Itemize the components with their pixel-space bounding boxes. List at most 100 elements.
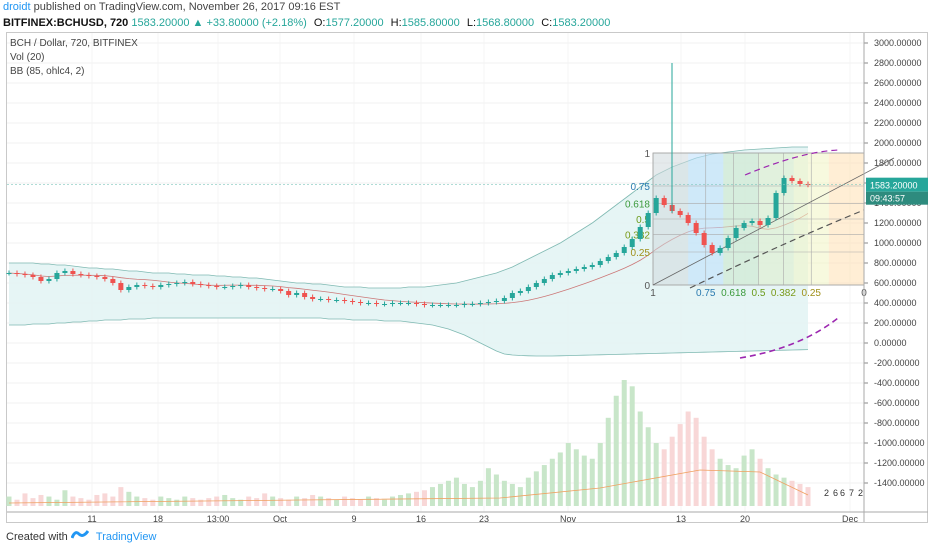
candle-body (126, 287, 132, 290)
volume-bar (445, 480, 451, 506)
volume-bar (190, 498, 196, 506)
candle-body (581, 267, 587, 269)
volume-bar (637, 411, 643, 506)
volume-bar (214, 496, 220, 506)
candle-body (246, 285, 252, 287)
candle-body (653, 198, 659, 213)
candle-body (86, 275, 92, 276)
volume-bar (254, 498, 260, 506)
close-value: 1583.20000 (552, 17, 611, 29)
candle-body (62, 271, 68, 273)
volume-bar (437, 483, 443, 506)
volume-bar (549, 458, 555, 506)
candle-body (709, 245, 715, 253)
fib-level-label: 0.75 (631, 182, 651, 193)
candle-body (781, 178, 787, 193)
volume-label: 6 (833, 488, 838, 498)
volume-bar (246, 496, 252, 506)
price-tag-value: 1583.20000 (870, 181, 918, 191)
candle-body (190, 282, 196, 284)
publisher-name[interactable]: droidt (3, 1, 31, 13)
chart-frame[interactable] (6, 32, 928, 523)
candle-body (158, 285, 164, 287)
fib-fan-line (652, 157, 895, 286)
y-axis-label: -200.00000 (874, 358, 920, 368)
fib-level-label: 1 (644, 149, 650, 160)
candle-body (94, 276, 100, 277)
candle-body (78, 274, 84, 275)
volume-bar (765, 468, 771, 506)
candle-body (501, 298, 507, 301)
volume-bar (286, 499, 292, 506)
volume-bar (334, 499, 340, 506)
volume-bar (653, 443, 659, 506)
candle-body (30, 275, 36, 277)
candle-body (238, 285, 244, 286)
candle-body (701, 233, 707, 245)
volume-bar (342, 496, 348, 506)
fib-time-label: 0.382 (771, 288, 796, 299)
bollinger-indicator-label[interactable]: BB (85, ohlc4, 2) (10, 66, 85, 77)
volume-bar (198, 499, 204, 506)
symbol-label: BITFINEX:BCHUSD, 720 (3, 17, 129, 29)
candle-body (493, 301, 499, 302)
candle-body (206, 285, 212, 286)
volume-label: 7 (849, 488, 854, 498)
candle-body (102, 277, 108, 279)
candle-body (541, 279, 547, 283)
candle-body (597, 261, 603, 265)
volume-bar (126, 491, 132, 506)
fib-time-label: 1 (650, 288, 656, 299)
volume-bar (238, 499, 244, 506)
candle-body (477, 303, 483, 304)
open-value: 1577.20000 (325, 17, 384, 29)
candle-body (429, 305, 435, 306)
candle-body (717, 248, 723, 253)
volume-bar (749, 449, 755, 506)
volume-indicator-label[interactable]: Vol (20) (10, 52, 45, 63)
volume-label: 6 (840, 488, 845, 498)
candle-body (342, 300, 348, 301)
volume-bar (206, 498, 212, 506)
volume-bar (565, 443, 571, 506)
tradingview-logo-icon (70, 524, 90, 550)
volume-bar (773, 474, 779, 506)
y-axis-label: -1200.00000 (874, 458, 925, 468)
fib-arc-purple (739, 317, 839, 359)
volume-bar (557, 452, 563, 506)
volume-bar (366, 496, 372, 506)
candle-body (645, 213, 651, 227)
volume-bar (629, 386, 635, 506)
candle-body (326, 299, 332, 300)
volume-bar (469, 487, 475, 506)
volume-bar (70, 496, 76, 506)
candle-body (565, 271, 571, 273)
x-axis-label: 9 (351, 514, 356, 524)
volume-bar (166, 498, 172, 506)
fib-level-label: 0.25 (631, 248, 651, 259)
y-axis-label: 2200.00000 (874, 118, 922, 128)
volume-bar (709, 449, 715, 506)
volume-bar (374, 498, 380, 506)
candle-body (318, 299, 324, 300)
tradingview-brand[interactable]: TradingView (95, 531, 157, 543)
volume-bar (645, 427, 651, 506)
volume-bar (589, 458, 595, 506)
volume-bar (789, 480, 795, 506)
fib-time-label: 0.618 (721, 288, 746, 299)
volume-bar (22, 493, 28, 506)
candle-body (382, 304, 388, 305)
volume-bar (46, 496, 52, 506)
fib-time-label: 0.5 (752, 288, 766, 299)
volume-bar (781, 477, 787, 506)
fib-level-label: 0.618 (625, 199, 650, 210)
x-axis-label: 13 (676, 514, 686, 524)
volume-bar (302, 498, 308, 506)
y-axis-label: -1400.00000 (874, 478, 925, 488)
volume-bar (493, 474, 499, 506)
countdown-box (866, 191, 928, 205)
fib-level-label: 0 (644, 281, 650, 292)
y-axis-label: -1000.00000 (874, 438, 925, 448)
x-axis-label: 13:00 (207, 514, 230, 524)
